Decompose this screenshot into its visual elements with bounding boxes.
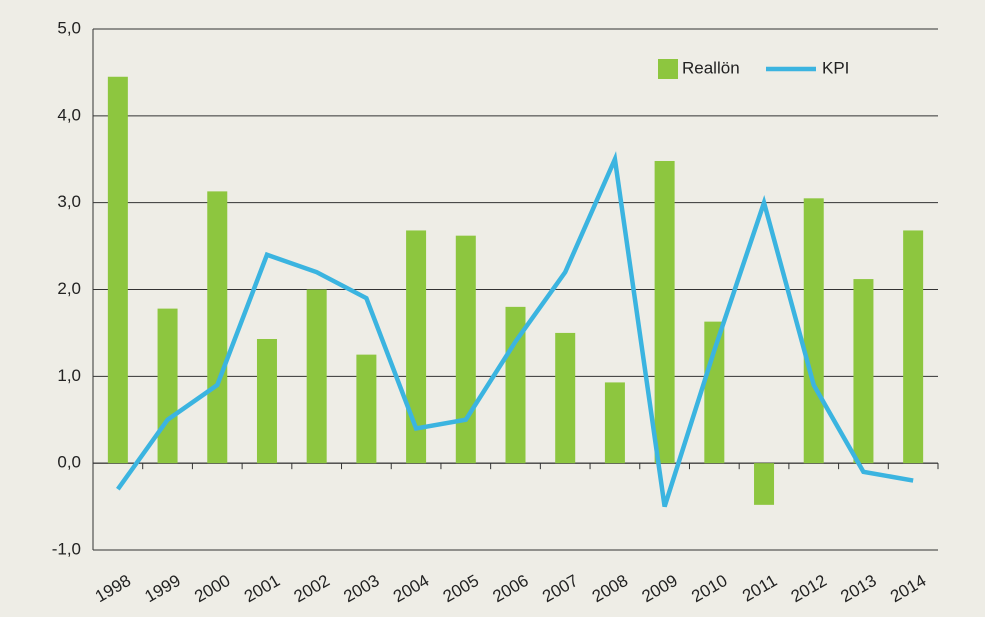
y-tick-label: 2,0 <box>57 279 81 298</box>
bar <box>704 321 725 464</box>
bar <box>555 332 576 464</box>
line <box>116 151 914 508</box>
y-tick-label: -1,0 <box>52 539 81 558</box>
bar <box>306 289 327 464</box>
bar <box>207 191 228 464</box>
bar <box>803 198 824 464</box>
y-tick-label: 0,0 <box>57 453 81 472</box>
bar <box>754 463 775 505</box>
bar <box>853 279 874 464</box>
y-tick-label: 1,0 <box>57 366 81 385</box>
bar <box>157 308 178 464</box>
y-tick-label: 3,0 <box>57 192 81 211</box>
bar <box>604 382 625 464</box>
y-tick-label: 4,0 <box>57 105 81 124</box>
legend-swatch <box>658 59 678 79</box>
bar <box>256 338 277 464</box>
legend-label: Reallön <box>682 58 740 77</box>
bar <box>107 76 128 464</box>
bar <box>654 160 675 464</box>
bar <box>903 230 924 464</box>
legend-label: KPI <box>822 58 849 77</box>
bar <box>356 354 377 464</box>
bar <box>455 235 476 464</box>
bar <box>406 230 427 464</box>
y-tick-label: 5,0 <box>57 18 81 37</box>
